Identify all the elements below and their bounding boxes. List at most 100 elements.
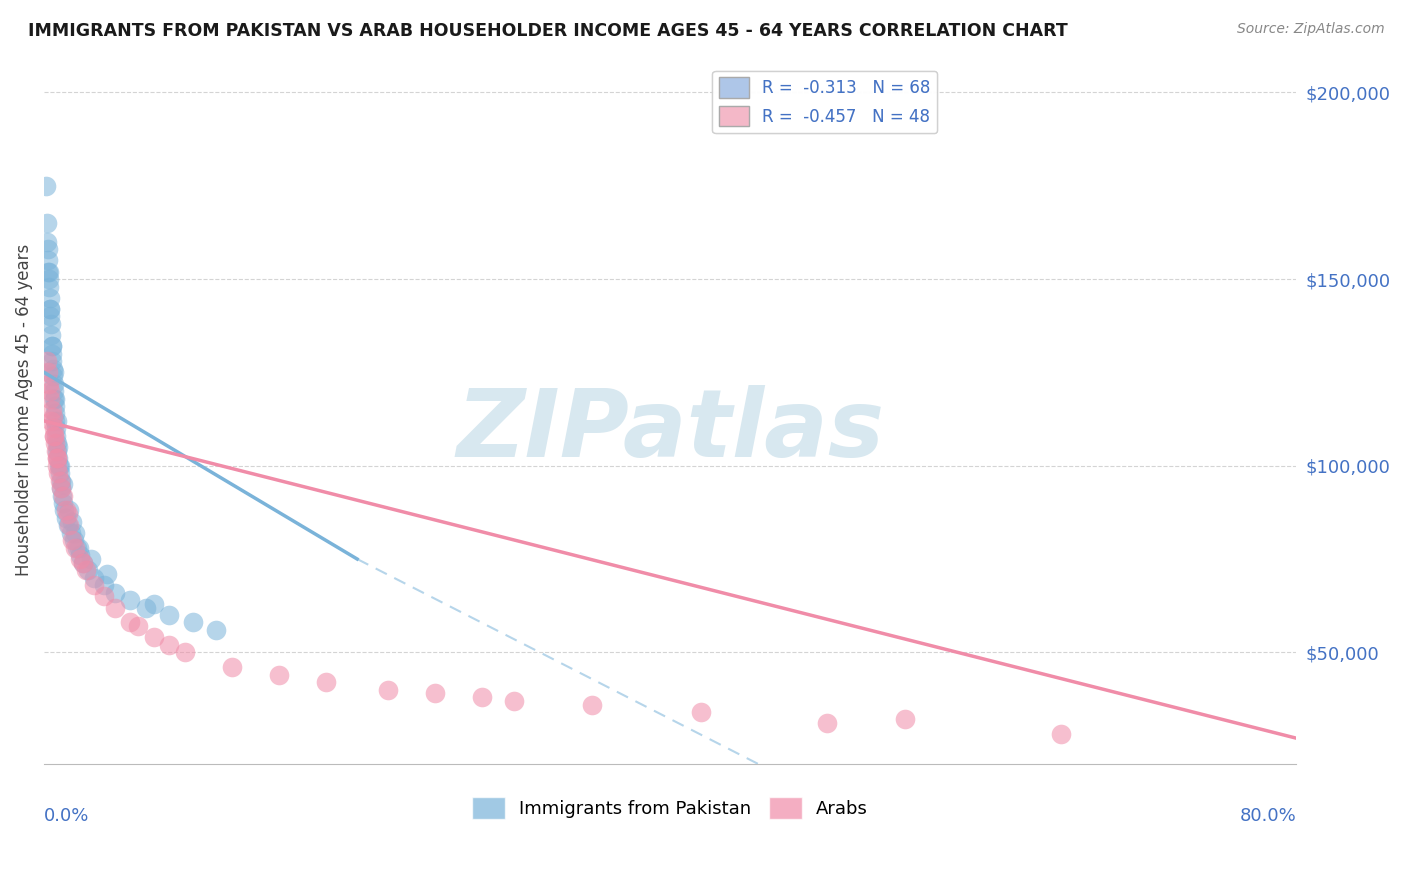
Point [45, 414, 67, 428]
Point [41, 361, 63, 376]
Point [103, 585, 125, 599]
Point [49, 474, 72, 488]
Point [205, 623, 228, 637]
Point [93, 590, 115, 604]
Point [42, 365, 65, 379]
Point [37, 264, 59, 278]
Point [471, 690, 494, 704]
Point [142, 597, 165, 611]
Point [58, 503, 80, 517]
Point [59, 525, 82, 540]
Point [42, 384, 65, 398]
Point [39, 301, 62, 316]
Point [41, 339, 63, 353]
Point [38, 279, 60, 293]
Point [39, 328, 62, 343]
Point [41, 402, 63, 417]
Point [56, 518, 79, 533]
Point [67, 541, 90, 555]
Point [37, 253, 59, 268]
Point [38, 384, 60, 398]
Point [66, 541, 89, 555]
Point [55, 511, 77, 525]
Point [42, 376, 65, 391]
Point [120, 593, 142, 607]
Point [77, 563, 100, 577]
Point [44, 392, 66, 406]
Point [42, 421, 65, 435]
Point [60, 533, 83, 548]
Point [42, 429, 65, 443]
Point [75, 563, 97, 577]
Point [690, 705, 713, 719]
Point [72, 556, 94, 570]
Point [60, 515, 83, 529]
Point [65, 541, 87, 555]
Point [44, 406, 66, 420]
Point [221, 660, 243, 674]
Point [41, 339, 63, 353]
Point [39, 301, 62, 316]
Point [38, 291, 60, 305]
Point [44, 414, 66, 428]
Point [181, 615, 204, 630]
Point [52, 477, 75, 491]
Point [120, 615, 142, 630]
Point [157, 607, 180, 622]
Point [45, 451, 67, 466]
Point [142, 631, 165, 645]
Point [56, 507, 79, 521]
Point [41, 354, 63, 368]
Point [80, 552, 103, 566]
Point [46, 466, 69, 480]
Point [41, 410, 63, 425]
Point [44, 429, 66, 443]
Point [38, 264, 60, 278]
Point [315, 675, 337, 690]
Point [135, 600, 157, 615]
Point [49, 466, 72, 480]
Point [51, 481, 73, 495]
Point [72, 556, 94, 570]
Point [37, 354, 59, 368]
Point [581, 698, 603, 712]
Point [52, 496, 75, 510]
Point [38, 376, 60, 391]
Point [41, 347, 63, 361]
Point [44, 392, 66, 406]
Point [39, 414, 62, 428]
Point [377, 682, 399, 697]
Text: ZIPatlas: ZIPatlas [456, 385, 884, 477]
Point [45, 421, 67, 435]
Text: IMMIGRANTS FROM PAKISTAN VS ARAB HOUSEHOLDER INCOME AGES 45 - 64 YEARS CORRELATI: IMMIGRANTS FROM PAKISTAN VS ARAB HOUSEHO… [28, 22, 1069, 40]
Point [83, 578, 105, 592]
Point [65, 525, 87, 540]
Point [103, 600, 125, 615]
Point [894, 713, 917, 727]
Point [53, 503, 76, 517]
Point [63, 533, 86, 548]
Point [93, 578, 115, 592]
Point [58, 518, 80, 533]
Y-axis label: Householder Income Ages 45 - 64 years: Householder Income Ages 45 - 64 years [15, 244, 32, 576]
Point [38, 272, 60, 286]
Point [37, 365, 59, 379]
Point [49, 474, 72, 488]
Point [35, 178, 58, 193]
Point [45, 451, 67, 466]
Point [96, 566, 118, 581]
Point [425, 686, 447, 700]
Point [49, 458, 72, 473]
Point [46, 443, 69, 458]
Point [44, 399, 66, 413]
Point [39, 392, 62, 406]
Legend: R =  -0.313   N = 68, R =  -0.457   N = 48: R = -0.313 N = 68, R = -0.457 N = 48 [713, 70, 938, 133]
Point [127, 619, 149, 633]
Point [815, 716, 838, 731]
Text: Source: ZipAtlas.com: Source: ZipAtlas.com [1237, 22, 1385, 37]
Point [48, 458, 70, 473]
Text: 0.0%: 0.0% [44, 807, 90, 825]
Point [45, 429, 67, 443]
Point [39, 310, 62, 324]
Point [46, 451, 69, 466]
